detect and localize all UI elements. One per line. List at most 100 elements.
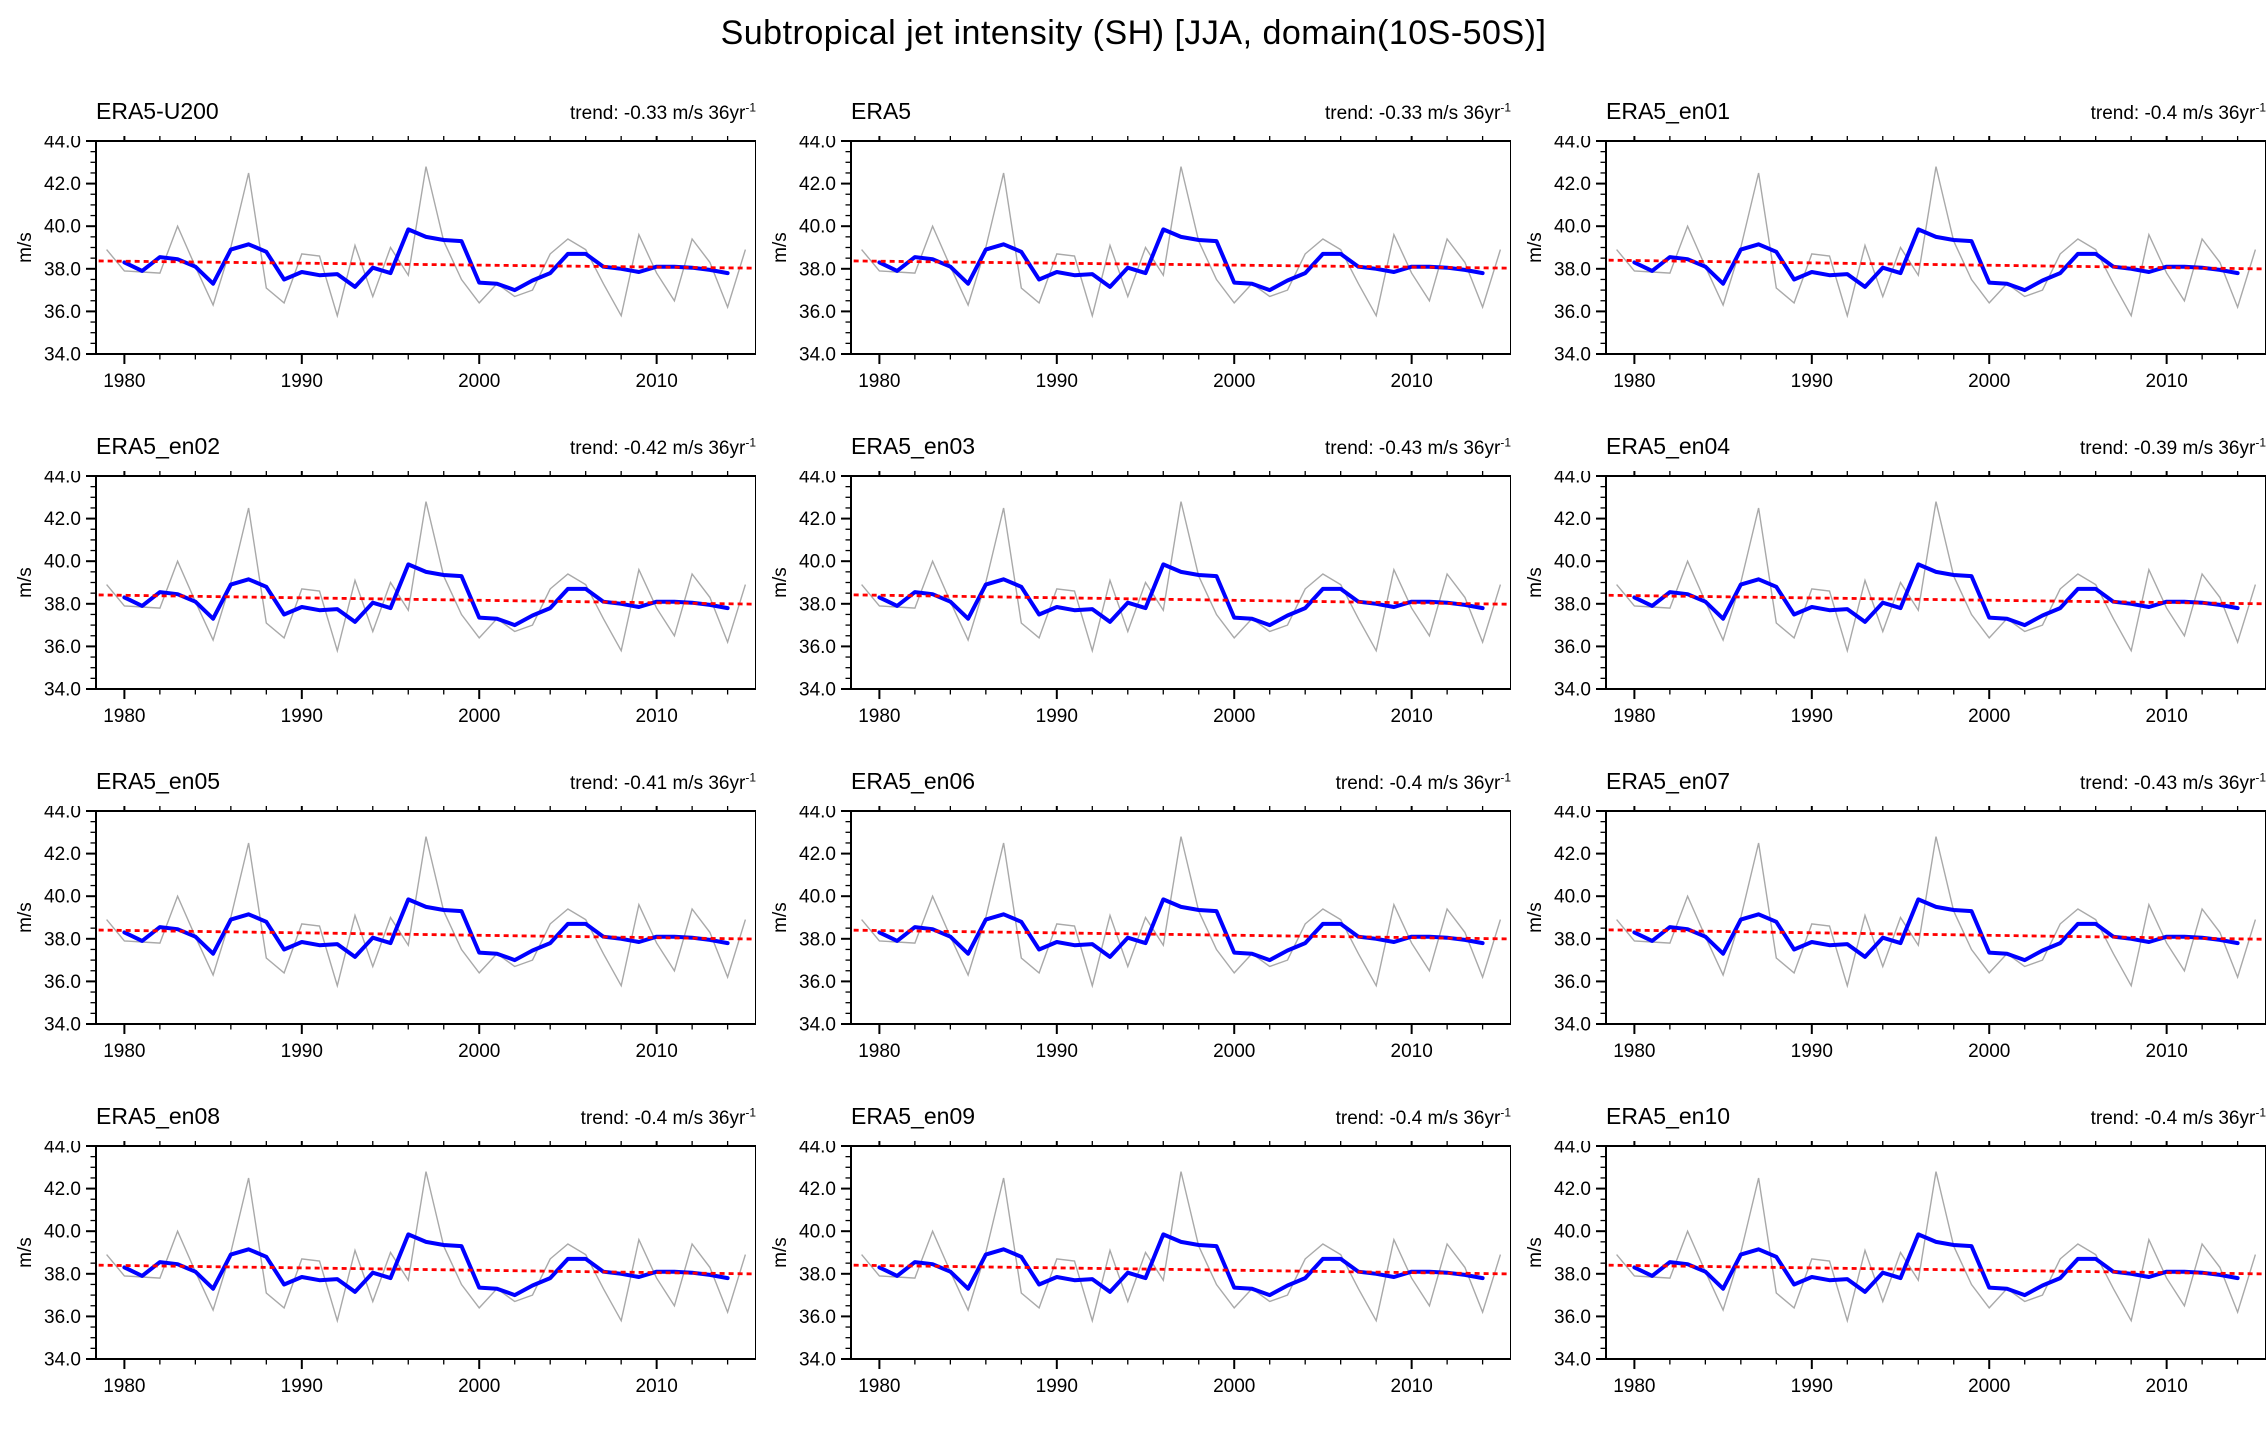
chart-svg-ERA5_en04: 1980 1990 2000 2010 34.0 36.0 38.0 40.0 42.0 44.0…	[1525, 471, 2266, 726]
y-tick-label: 44.0	[799, 806, 836, 823]
y-tick-label: 42.0	[1554, 844, 1591, 865]
x-tick-label: 1980	[858, 706, 900, 726]
y-axis-ticks	[1596, 475, 1606, 690]
x-tick-label: 2010	[1391, 706, 1433, 726]
y-axis-label: m/s	[1525, 1237, 1546, 1268]
trend-line	[853, 928, 1509, 941]
trend-text: trend: -0.41 m/s 36yr	[570, 773, 746, 794]
panel-trend-label: trend: -0.4 m/s 36yr-1	[2091, 1107, 2266, 1130]
chart-svg-ERA5_en05: 1980 1990 2000 2010 34.0 36.0 38.0 40.0 42.0 44.0…	[15, 806, 756, 1061]
panel-title: ERA5_en01	[1606, 98, 1731, 124]
chart-svg-ERA5_en10: 1980 1990 2000 2010 34.0 36.0 38.0 40.0 42.0 44.0…	[1525, 1141, 2266, 1396]
x-tick-label: 1980	[1613, 706, 1655, 726]
trend-line	[1608, 1263, 2264, 1276]
y-tick-label: 38.0	[44, 594, 81, 615]
panel-header: ERA5_en06 trend: -0.4 m/s 36yr-1	[851, 768, 1511, 795]
y-tick-label: 44.0	[799, 136, 836, 153]
chart-svg-ERA5: 1980 1990 2000 2010 34.0 36.0 38.0 40.0 42.0 44.0…	[770, 136, 1511, 391]
chart-svg-ERA5_en09: 1980 1990 2000 2010 34.0 36.0 38.0 40.0 42.0 44.0…	[770, 1141, 1511, 1396]
trend-text: trend: -0.4 m/s 36yr	[1335, 1108, 1501, 1129]
smoothed-series-line	[1632, 1232, 2240, 1298]
trend-line	[853, 259, 1509, 270]
x-tick-label: 2010	[636, 1041, 678, 1061]
raw-series-line	[1616, 1171, 2257, 1324]
y-tick-label: 36.0	[1554, 637, 1591, 658]
x-tick-labels: 1980 1990 2000 2010	[1613, 371, 2188, 391]
panel-header: ERA5_en01 trend: -0.4 m/s 36yr-1	[1606, 98, 2266, 125]
y-tick-label: 42.0	[1554, 509, 1591, 530]
panel-title: ERA5_en08	[96, 1103, 221, 1129]
x-tick-label: 1980	[858, 371, 900, 391]
y-axis-ticks	[841, 1145, 851, 1360]
x-tick-labels: 1980 1990 2000 2010	[103, 706, 678, 726]
y-axis-ticks	[86, 1145, 96, 1360]
panel-title: ERA5_en09	[851, 1103, 976, 1129]
x-tick-label: 2010	[2146, 1376, 2188, 1396]
y-tick-labels: 34.0 36.0 38.0 40.0 42.0 44.0	[1554, 806, 1591, 1036]
x-tick-label: 1990	[1791, 371, 1833, 391]
smoothed-series-line	[1632, 897, 2240, 963]
smoothed-series-line	[1632, 227, 2240, 293]
panel-ERA5_en09: ERA5_en09 trend: -0.4 m/s 36yr-1 1980 199…	[756, 1061, 1511, 1396]
panel-trend-label: trend: -0.42 m/s 36yr-1	[570, 437, 756, 460]
y-axis-label: m/s	[770, 567, 791, 598]
x-tick-label: 1990	[1036, 1376, 1078, 1396]
y-tick-label: 40.0	[799, 217, 836, 238]
trend-exponent: -1	[745, 770, 756, 785]
panel-header: ERA5 trend: -0.33 m/s 36yr-1	[851, 98, 1511, 125]
y-tick-label: 38.0	[799, 594, 836, 615]
panel-ERA5_en06: ERA5_en06 trend: -0.4 m/s 36yr-1 1980 199…	[756, 726, 1511, 1061]
chart-svg-ERA5_en02: 1980 1990 2000 2010 34.0 36.0 38.0 40.0 42.0 44.0…	[15, 471, 756, 726]
smoothed-series-line	[877, 227, 1485, 293]
y-tick-label: 34.0	[44, 1350, 81, 1371]
panel-title: ERA5	[851, 98, 912, 124]
y-tick-label: 42.0	[799, 844, 836, 865]
y-tick-label: 34.0	[799, 1350, 836, 1371]
x-tick-label: 2000	[1968, 1041, 2010, 1061]
y-tick-labels: 34.0 36.0 38.0 40.0 42.0 44.0	[44, 1141, 81, 1371]
y-axis-label: m/s	[1525, 902, 1546, 933]
x-tick-label: 2000	[1213, 1041, 1255, 1061]
x-tick-label: 1990	[1791, 706, 1833, 726]
trend-line	[98, 259, 754, 270]
trend-exponent: -1	[745, 100, 756, 115]
y-tick-label: 42.0	[799, 1179, 836, 1200]
y-axis-label: m/s	[770, 1237, 791, 1268]
trend-text: trend: -0.33 m/s 36yr	[570, 103, 746, 124]
plot-frame	[1605, 1145, 2266, 1360]
y-tick-label: 44.0	[1554, 136, 1591, 153]
x-tick-label: 1990	[281, 1376, 323, 1396]
smoothed-series-line	[1632, 562, 2240, 628]
y-tick-label: 42.0	[1554, 174, 1591, 195]
panel-title: ERA5_en02	[96, 433, 221, 459]
y-tick-label: 44.0	[799, 1141, 836, 1158]
y-tick-label: 38.0	[1554, 929, 1591, 950]
panel-title: ERA5_en05	[96, 768, 221, 794]
y-tick-labels: 34.0 36.0 38.0 40.0 42.0 44.0	[44, 136, 81, 366]
trend-exponent: -1	[1500, 770, 1511, 785]
x-tick-label: 1990	[281, 706, 323, 726]
y-tick-label: 36.0	[44, 302, 81, 323]
y-axis-ticks	[841, 475, 851, 690]
y-axis-label: m/s	[15, 1237, 36, 1268]
x-tick-label: 1980	[858, 1041, 900, 1061]
trend-exponent: -1	[1500, 1105, 1511, 1120]
panel-title: ERA5_en03	[851, 433, 976, 459]
y-tick-label: 42.0	[44, 509, 81, 530]
trend-exponent: -1	[2255, 100, 2266, 115]
y-tick-label: 36.0	[1554, 972, 1591, 993]
trend-line	[853, 593, 1509, 606]
panel-ERA5_en04: ERA5_en04 trend: -0.39 m/s 36yr-1 1980 19…	[1511, 391, 2266, 726]
x-tick-label: 1990	[1036, 371, 1078, 391]
y-tick-label: 34.0	[1554, 680, 1591, 701]
trend-exponent: -1	[1500, 100, 1511, 115]
smoothed-series-line	[877, 1232, 1485, 1298]
panel-trend-label: trend: -0.33 m/s 36yr-1	[570, 100, 756, 125]
trend-text: trend: -0.4 m/s 36yr	[1335, 773, 1501, 794]
y-axis-ticks	[1596, 1145, 1606, 1360]
x-tick-label: 1990	[1791, 1376, 1833, 1396]
x-tick-label: 2010	[1391, 1376, 1433, 1396]
x-axis-ticks	[123, 136, 729, 364]
y-tick-label: 34.0	[799, 1015, 836, 1036]
raw-series-line	[861, 501, 1502, 654]
